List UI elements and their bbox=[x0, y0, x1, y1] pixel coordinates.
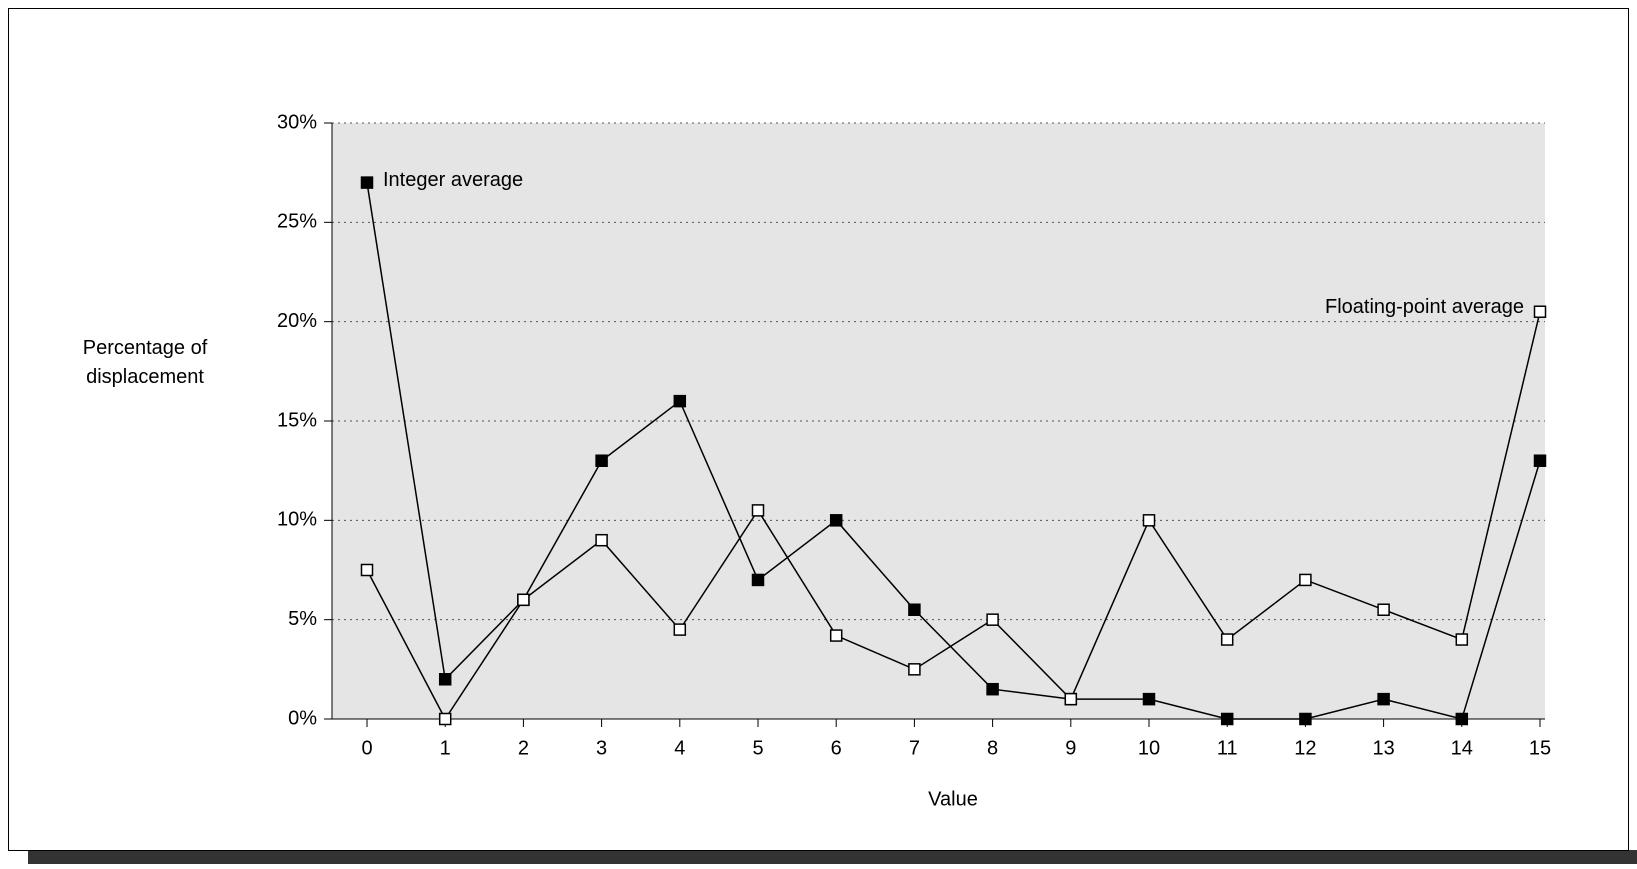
x-tick-label: 3 bbox=[596, 737, 607, 759]
marker bbox=[360, 176, 374, 189]
marker bbox=[1220, 712, 1234, 726]
y-tick-label: 10% bbox=[277, 509, 317, 531]
x-tick-label: 14 bbox=[1451, 737, 1473, 759]
marker bbox=[1533, 454, 1547, 467]
x-tick-label: 2 bbox=[518, 737, 529, 759]
marker bbox=[986, 682, 999, 696]
marker bbox=[1220, 633, 1234, 646]
x-tick-label: 5 bbox=[752, 737, 763, 759]
marker bbox=[673, 394, 687, 408]
marker bbox=[595, 454, 608, 467]
marker bbox=[1533, 305, 1547, 318]
marker bbox=[829, 629, 843, 642]
marker bbox=[1377, 603, 1390, 616]
marker bbox=[829, 514, 843, 527]
marker bbox=[438, 712, 452, 726]
marker bbox=[1455, 712, 1469, 726]
x-axis-label: Value bbox=[928, 788, 978, 810]
x-tick-label: 11 bbox=[1217, 737, 1238, 759]
marker bbox=[517, 593, 530, 607]
marker bbox=[1064, 692, 1078, 706]
x-tick-label: 4 bbox=[674, 737, 685, 759]
marker bbox=[908, 663, 921, 676]
x-tick-label: 6 bbox=[831, 737, 842, 759]
marker bbox=[595, 533, 608, 547]
series-label: Integer average bbox=[383, 169, 523, 191]
y-tick-label: 15% bbox=[277, 409, 317, 431]
x-tick-label: 12 bbox=[1294, 737, 1316, 759]
x-tick-label: 1 bbox=[440, 737, 451, 759]
y-tick-label: 25% bbox=[277, 211, 317, 233]
series-line bbox=[366, 311, 1541, 721]
y-tick-label: 20% bbox=[277, 310, 317, 332]
y-tick-label: 30% bbox=[277, 111, 317, 133]
marker bbox=[1299, 712, 1312, 726]
marker bbox=[1377, 692, 1390, 706]
y-axis-label: Percentage of displacement bbox=[82, 337, 208, 388]
marker bbox=[908, 603, 921, 616]
marker bbox=[751, 504, 765, 517]
frame-shadow bbox=[28, 850, 1637, 864]
y-tick-label: 0% bbox=[288, 707, 317, 729]
marker bbox=[986, 613, 999, 626]
x-tick-label: 7 bbox=[909, 737, 920, 759]
y-tick-label: 5% bbox=[288, 608, 317, 630]
x-tick-label: 15 bbox=[1529, 737, 1551, 759]
x-tick-label: 9 bbox=[1065, 737, 1076, 759]
series-label: Floating-point average bbox=[1325, 296, 1524, 318]
marker bbox=[1142, 514, 1156, 527]
series-line bbox=[366, 182, 1541, 720]
x-tick-label: 8 bbox=[987, 737, 998, 759]
marker bbox=[1142, 692, 1156, 706]
marker bbox=[673, 623, 687, 636]
x-tick-label: 13 bbox=[1372, 737, 1394, 759]
x-tick-label: 0 bbox=[361, 737, 372, 759]
marker bbox=[1299, 573, 1312, 587]
marker bbox=[360, 563, 374, 577]
marker bbox=[751, 573, 765, 587]
marker bbox=[438, 673, 452, 686]
marker bbox=[1455, 633, 1469, 646]
x-tick-label: 10 bbox=[1138, 737, 1160, 759]
